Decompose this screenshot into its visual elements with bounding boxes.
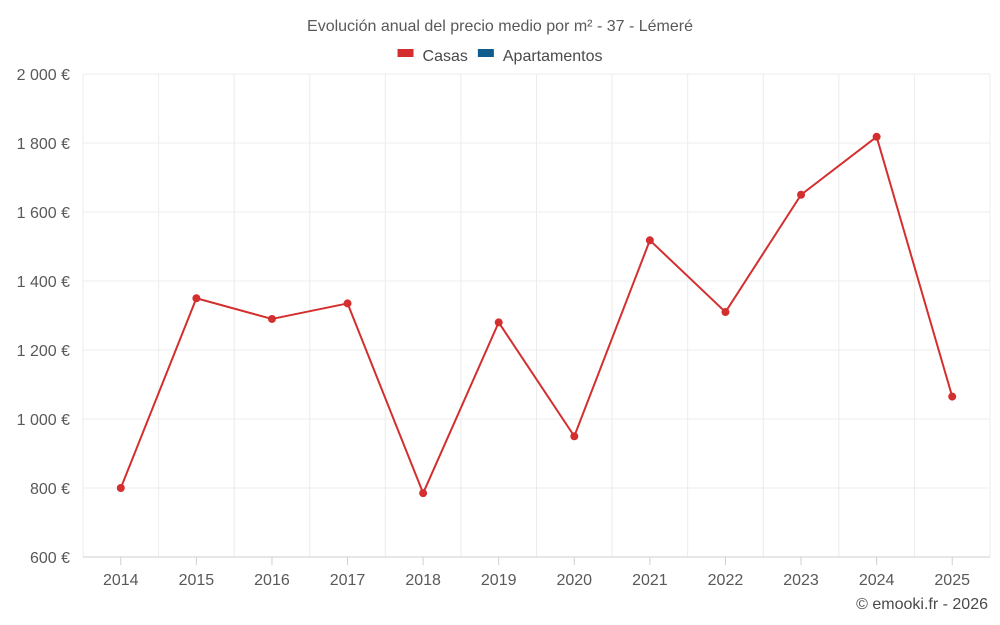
grid (82, 73, 991, 557)
y-tick-label: 1 600 € (17, 205, 70, 222)
data-point[interactable] (872, 132, 881, 141)
x-tick-label: 2019 (481, 572, 517, 589)
data-point[interactable] (494, 318, 503, 327)
x-tick-label: 2014 (103, 572, 139, 589)
legend: Casas Apartamentos (397, 48, 603, 65)
data-point[interactable] (267, 314, 276, 323)
series-line (119, 135, 954, 495)
credit-text: © emooki.fr - 2026 (856, 596, 988, 613)
axes: 600 € 800 € 1 000 € 1 200 € 1 400 € 1 600 € 1 … (17, 67, 990, 589)
x-tick-label: 2022 (708, 572, 744, 589)
data-point[interactable] (645, 236, 654, 245)
data-point[interactable] (192, 294, 201, 303)
x-tick-label: 2023 (783, 572, 819, 589)
y-tick-label: 1 400 € (17, 274, 70, 291)
legend-label: Apartamentos (503, 48, 603, 65)
x-tick-label: 2016 (254, 572, 290, 589)
y-tick-label: 600 € (30, 550, 70, 567)
y-tick-label: 800 € (30, 481, 70, 498)
y-tick-label: 1 200 € (17, 343, 70, 360)
data-point[interactable] (797, 190, 806, 199)
y-tick-label: 2 000 € (17, 67, 70, 84)
x-tick-label: 2024 (859, 572, 895, 589)
x-tick-label: 2021 (632, 572, 668, 589)
y-tick-label: 1 800 € (17, 136, 70, 153)
x-tick-label: 2015 (179, 572, 215, 589)
data-point[interactable] (721, 308, 730, 317)
series-layer (116, 132, 957, 498)
legend-swatch[interactable] (477, 49, 494, 57)
y-tick-label: 1 000 € (17, 412, 70, 429)
data-point[interactable] (948, 392, 957, 401)
data-point[interactable] (570, 432, 579, 441)
legend-label: Casas (423, 48, 468, 65)
x-tick-label: 2020 (556, 572, 592, 589)
chart-title: Evolución anual del precio medio por m² … (307, 18, 693, 35)
data-point[interactable] (419, 489, 428, 498)
legend-swatch[interactable] (397, 49, 414, 57)
x-tick-label: 2025 (934, 572, 970, 589)
x-tick-label: 2017 (330, 572, 366, 589)
series-casas (116, 132, 957, 498)
x-tick-label: 2018 (405, 572, 441, 589)
data-point[interactable] (116, 484, 125, 492)
data-point[interactable] (343, 299, 352, 308)
